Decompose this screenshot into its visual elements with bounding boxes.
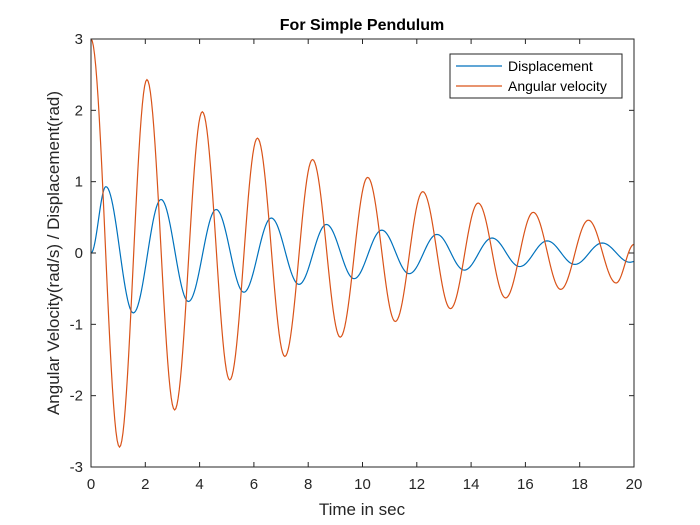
x-tick-label: 12 bbox=[408, 476, 425, 493]
y-tick-label: 3 bbox=[75, 31, 83, 48]
x-tick-label: 0 bbox=[87, 476, 95, 493]
y-tick-label: 1 bbox=[75, 174, 83, 191]
x-tick-label: 18 bbox=[571, 476, 588, 493]
x-axis-label: Time in sec bbox=[319, 500, 406, 519]
plot-area bbox=[91, 39, 634, 467]
x-tick-label: 8 bbox=[304, 476, 312, 493]
x-tick-label: 2 bbox=[141, 476, 149, 493]
x-tick-label: 6 bbox=[250, 476, 258, 493]
y-tick-label: -1 bbox=[70, 316, 83, 333]
series-line-angular-velocity bbox=[90, 38, 635, 449]
y-tick-label: 0 bbox=[75, 245, 83, 262]
chart-title: For Simple Pendulum bbox=[280, 17, 444, 34]
x-tick-label: 4 bbox=[195, 476, 203, 493]
x-tick-label: 10 bbox=[354, 476, 371, 493]
series-line-displacement bbox=[90, 185, 634, 314]
legend-box bbox=[449, 53, 623, 99]
y-axis-label: Angular Velocity(rad/s) / Displacement(r… bbox=[44, 91, 63, 415]
y-tick-label: 2 bbox=[75, 102, 83, 119]
y-tick-label: -2 bbox=[70, 388, 83, 405]
x-tick-label: 20 bbox=[626, 476, 643, 493]
curves bbox=[90, 38, 635, 449]
y-tick-label: -3 bbox=[70, 459, 83, 476]
legend-label-displacement: Displacement bbox=[508, 58, 593, 74]
legend-label-angular-velocity: Angular velocity bbox=[508, 78, 607, 94]
x-tick-label: 16 bbox=[517, 476, 534, 493]
x-tick-label: 14 bbox=[463, 476, 480, 493]
legend: Displacement Angular velocity bbox=[449, 53, 623, 99]
